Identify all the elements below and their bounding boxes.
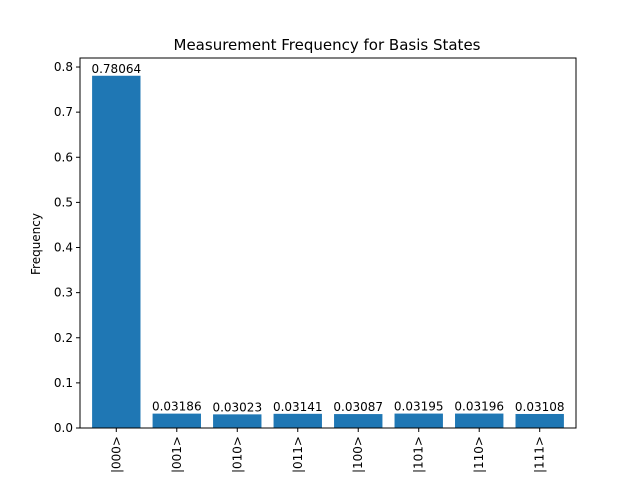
y-axis-ticks: 0.0 0.1 0.2 0.3 0.4 0.5 0.6 0.7 0.8: [54, 60, 80, 435]
x-tick-label: |000>: [109, 436, 123, 473]
bar-value-label: 0.03195: [394, 400, 444, 414]
plot-area-frame: [79, 57, 577, 429]
y-tick-label: 0.8: [54, 60, 73, 74]
bar: [273, 413, 322, 428]
y-tick-label: 0.0: [54, 421, 73, 435]
x-tick-label: |010>: [230, 436, 244, 473]
bar-value-label: 0.78064: [91, 62, 141, 76]
x-tick-label: |100>: [351, 436, 365, 473]
bar-value-labels: 0.78064 0.03186 0.03023 0.03141 0.03087 0.031…: [91, 62, 564, 415]
bar-value-label: 0.03087: [333, 400, 383, 414]
y-tick-label: 0.5: [54, 195, 73, 209]
bar-value-label: 0.03196: [454, 400, 504, 414]
y-tick-label: 0.3: [54, 286, 73, 300]
y-tick-label: 0.4: [54, 241, 73, 255]
y-tick-label: 0.7: [54, 105, 73, 119]
bar: [334, 414, 383, 428]
bar-value-label: 0.03141: [273, 400, 323, 414]
bar: [455, 413, 504, 428]
x-tick-label: |111>: [533, 436, 547, 473]
bar-series: [92, 75, 564, 428]
x-tick-label: |110>: [472, 436, 486, 473]
y-tick-label: 0.2: [54, 331, 73, 345]
x-tick-label: |001>: [170, 436, 184, 473]
bar-value-label: 0.03023: [212, 400, 262, 414]
bar: [152, 413, 201, 428]
bar: [213, 414, 262, 428]
x-tick-label: |011>: [291, 436, 305, 473]
bar-value-label: 0.03108: [515, 400, 565, 414]
bar-value-label: 0.03186: [152, 400, 202, 414]
bar: [394, 413, 443, 428]
chart-title: Measurement Frequency for Basis States: [174, 36, 481, 54]
y-axis-label: Frequency: [29, 213, 43, 275]
y-tick-label: 0.1: [54, 376, 73, 390]
bar: [515, 413, 564, 428]
y-tick-label: 0.6: [54, 150, 73, 164]
x-tick-label: |101>: [412, 436, 426, 473]
bar: [92, 75, 141, 428]
x-axis-ticks: |000> |001> |010> |011> |100> |101> |110> |111>: [109, 428, 547, 473]
